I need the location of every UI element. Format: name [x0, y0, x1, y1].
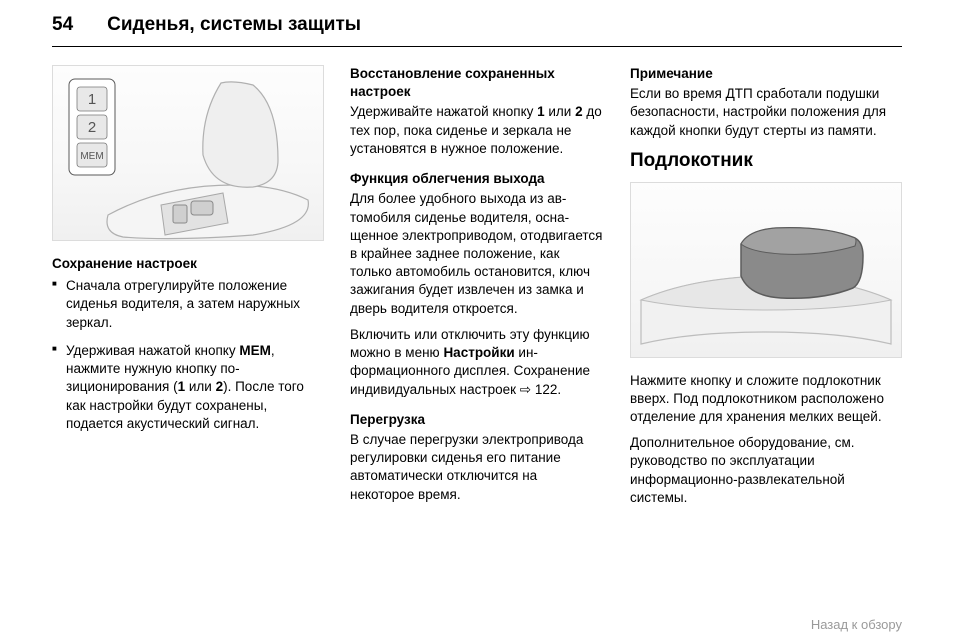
armrest-svg: [631, 182, 901, 358]
save-settings-list: Сначала отрегулируйте положе­ние сиденья…: [52, 277, 324, 433]
note-block: Примечание Если во время ДТП сработали п…: [630, 65, 902, 140]
heading-exit-function: Функция облегчения выхода: [350, 170, 604, 188]
one-label-inline: 1: [537, 104, 545, 119]
mem-btn-1-label: 1: [88, 91, 96, 108]
content-columns: 1 2 MEM Сохранение настроек Сначала отре…: [52, 65, 902, 515]
exit-paragraph-2: Включить или отключить эту функ­цию можн…: [350, 326, 604, 399]
heading-overload: Перегрузка: [350, 411, 604, 429]
two-label-inline: 2: [575, 104, 583, 119]
page-header: 54 Сиденья, системы защиты: [52, 14, 902, 47]
mem-btn-mem-label: MEM: [80, 151, 103, 162]
note-title: Примечание: [630, 65, 902, 83]
bullet-text-part: или: [185, 379, 215, 394]
restore-paragraph: Удерживайте нажатой кнопку 1 или 2 до те…: [350, 103, 604, 158]
mem-btn-2-label: 2: [88, 119, 96, 136]
bullet-text-part: Удерживая нажатой кнопку: [66, 343, 239, 358]
list-item: Сначала отрегулируйте положе­ние сиденья…: [52, 277, 324, 332]
two-label-inline: 2: [216, 379, 224, 394]
column-1: 1 2 MEM Сохранение настроек Сначала отре…: [52, 65, 324, 515]
figure-armrest: [630, 182, 902, 358]
seat-memory-svg: 1 2 MEM: [53, 65, 323, 241]
armrest-paragraph-1: Нажмите кнопку и сложите подло­котник вв…: [630, 372, 902, 427]
figure-seat-memory: 1 2 MEM: [52, 65, 324, 241]
chapter-title: Сиденья, системы защиты: [107, 14, 361, 36]
column-2: Восстановление сохраненных настроек Удер…: [350, 65, 604, 515]
xref-page[interactable]: 122.: [531, 382, 561, 397]
note-body: Если во время ДТП сработали по­душки без…: [630, 85, 902, 140]
page-root: 54 Сиденья, системы защиты 1: [0, 0, 954, 525]
heading-armrest: Подлокотник: [630, 148, 902, 174]
back-to-overview-link[interactable]: Назад к обзору: [811, 617, 902, 632]
heading-save-settings: Сохранение настроек: [52, 255, 324, 273]
xref-arrow-icon: ⇨: [520, 382, 531, 397]
one-label-inline: 1: [178, 379, 186, 394]
text-part: Удерживайте нажатой кнопку: [350, 104, 537, 119]
mem-label-inline: MEM: [239, 343, 271, 358]
exit-paragraph-1: Для более удобного выхода из ав­томобиля…: [350, 190, 604, 318]
heading-restore: Восстановление сохраненных настроек: [350, 65, 604, 101]
column-3: Примечание Если во время ДТП сработали п…: [630, 65, 902, 515]
overload-paragraph: В случае перегрузки электропри­вода регу…: [350, 431, 604, 504]
page-number: 54: [52, 14, 73, 36]
bullet-text: Сначала отрегулируйте положе­ние сиденья…: [66, 278, 300, 329]
armrest-paragraph-2: Дополнительное оборудование, см. руковод…: [630, 434, 902, 507]
list-item: Удерживая нажатой кнопку MEM, нажмите ну…: [52, 342, 324, 433]
settings-menu-label: Настройки: [443, 345, 514, 360]
text-part: или: [545, 104, 575, 119]
